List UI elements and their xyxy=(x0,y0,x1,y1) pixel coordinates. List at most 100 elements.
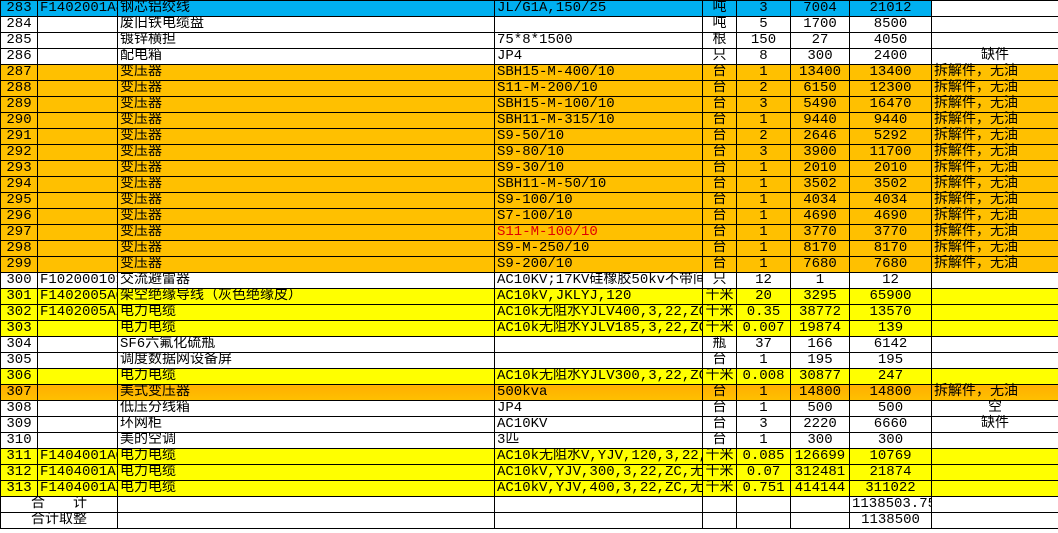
amount-cell[interactable]: 4050 xyxy=(849,32,932,49)
amount-cell[interactable]: 13570 xyxy=(849,304,932,321)
quantity-cell[interactable]: 2 xyxy=(736,80,791,97)
item-name-cell[interactable]: SF6六氟化硫瓶 xyxy=(117,336,495,353)
amount-cell[interactable]: 311022 xyxy=(849,480,932,497)
note-cell[interactable] xyxy=(931,432,1058,449)
amount-cell[interactable]: 2400 xyxy=(849,48,932,65)
unit-cell[interactable]: 千米 xyxy=(702,464,737,481)
empty-cell[interactable] xyxy=(736,512,791,529)
spec-cell[interactable] xyxy=(494,336,703,353)
item-code-cell[interactable]: F1404001AX xyxy=(37,480,118,497)
item-name-cell[interactable]: 电力电缆 xyxy=(117,464,495,481)
unit-price-cell[interactable]: 19874 xyxy=(790,320,850,337)
quantity-cell[interactable]: 0.007 xyxy=(736,320,791,337)
unit-price-cell[interactable]: 312481 xyxy=(790,464,850,481)
note-cell[interactable] xyxy=(931,368,1058,385)
row-number-cell[interactable]: 308 xyxy=(0,400,38,417)
spec-cell[interactable]: AC10kV,YJV,300,3,22,ZC,无阻水 xyxy=(494,464,703,481)
unit-price-cell[interactable]: 6150 xyxy=(790,80,850,97)
note-cell[interactable] xyxy=(931,320,1058,337)
unit-price-cell[interactable]: 414144 xyxy=(790,480,850,497)
empty-cell[interactable] xyxy=(117,512,495,529)
amount-cell[interactable]: 6142 xyxy=(849,336,932,353)
note-cell[interactable]: 空 xyxy=(931,400,1058,417)
unit-cell[interactable]: 千米 xyxy=(702,480,737,497)
amount-cell[interactable]: 8500 xyxy=(849,16,932,33)
spec-cell[interactable]: AC10KV;17KV硅橡胶50kv不带间隙 xyxy=(494,272,703,289)
row-number-cell[interactable]: 287 xyxy=(0,64,38,81)
empty-cell[interactable] xyxy=(702,512,737,529)
unit-cell[interactable]: 只 xyxy=(702,48,737,65)
row-number-cell[interactable]: 300 xyxy=(0,272,38,289)
note-cell[interactable] xyxy=(931,288,1058,305)
item-code-cell[interactable] xyxy=(37,432,118,449)
item-name-cell[interactable]: 变压器 xyxy=(117,208,495,225)
item-code-cell[interactable] xyxy=(37,416,118,433)
row-number-cell[interactable]: 295 xyxy=(0,192,38,209)
item-code-cell[interactable]: F1402005A0 xyxy=(37,288,118,305)
unit-price-cell[interactable]: 300 xyxy=(790,432,850,449)
item-name-cell[interactable]: 电力电缆 xyxy=(117,448,495,465)
unit-cell[interactable]: 台 xyxy=(702,80,737,97)
item-code-cell[interactable] xyxy=(37,192,118,209)
row-number-cell[interactable]: 298 xyxy=(0,240,38,257)
spec-cell[interactable]: S9-100/10 xyxy=(494,192,703,209)
unit-cell[interactable]: 台 xyxy=(702,192,737,209)
note-cell[interactable]: 缺件 xyxy=(931,416,1058,433)
item-name-cell[interactable]: 变压器 xyxy=(117,80,495,97)
spec-cell[interactable]: SBH11-M-315/10 xyxy=(494,112,703,129)
spec-cell[interactable]: AC10kV,JKLYJ,120 xyxy=(494,288,703,305)
total-amount[interactable]: 1138500 xyxy=(849,512,932,529)
unit-price-cell[interactable]: 126699 xyxy=(790,448,850,465)
item-code-cell[interactable] xyxy=(37,208,118,225)
row-number-cell[interactable]: 310 xyxy=(0,432,38,449)
item-code-cell[interactable] xyxy=(37,80,118,97)
item-name-cell[interactable]: 美式变压器 xyxy=(117,384,495,401)
quantity-cell[interactable]: 2 xyxy=(736,128,791,145)
empty-cell[interactable] xyxy=(494,496,703,513)
row-number-cell[interactable]: 312 xyxy=(0,464,38,481)
spec-cell[interactable]: AC10KV xyxy=(494,416,703,433)
amount-cell[interactable]: 10769 xyxy=(849,448,932,465)
amount-cell[interactable]: 4034 xyxy=(849,192,932,209)
item-name-cell[interactable]: 变压器 xyxy=(117,224,495,241)
quantity-cell[interactable]: 1 xyxy=(736,432,791,449)
quantity-cell[interactable]: 1 xyxy=(736,160,791,177)
quantity-cell[interactable]: 8 xyxy=(736,48,791,65)
row-number-cell[interactable]: 306 xyxy=(0,368,38,385)
row-number-cell[interactable]: 313 xyxy=(0,480,38,497)
item-name-cell[interactable]: 美的空调 xyxy=(117,432,495,449)
item-code-cell[interactable] xyxy=(37,96,118,113)
row-number-cell[interactable]: 286 xyxy=(0,48,38,65)
quantity-cell[interactable]: 1 xyxy=(736,400,791,417)
spec-cell[interactable]: 75*8*1500 xyxy=(494,32,703,49)
item-name-cell[interactable]: 配电箱 xyxy=(117,48,495,65)
note-cell[interactable]: 拆解件，无油 xyxy=(931,176,1058,193)
spec-cell[interactable]: S9-M-250/10 xyxy=(494,240,703,257)
empty-cell[interactable] xyxy=(790,496,850,513)
amount-cell[interactable]: 12300 xyxy=(849,80,932,97)
note-cell[interactable]: 拆解件，无油 xyxy=(931,112,1058,129)
item-code-cell[interactable] xyxy=(37,224,118,241)
item-name-cell[interactable]: 变压器 xyxy=(117,240,495,257)
empty-cell[interactable] xyxy=(790,512,850,529)
unit-cell[interactable]: 台 xyxy=(702,144,737,161)
unit-price-cell[interactable]: 38772 xyxy=(790,304,850,321)
item-code-cell[interactable]: F1402001A8 xyxy=(37,0,118,17)
row-number-cell[interactable]: 294 xyxy=(0,176,38,193)
amount-cell[interactable]: 6660 xyxy=(849,416,932,433)
unit-cell[interactable]: 台 xyxy=(702,256,737,273)
amount-cell[interactable]: 7680 xyxy=(849,256,932,273)
unit-cell[interactable]: 千米 xyxy=(702,320,737,337)
item-name-cell[interactable]: 废旧铁电缆盘 xyxy=(117,16,495,33)
spec-cell[interactable]: 500kva xyxy=(494,384,703,401)
note-cell[interactable] xyxy=(931,0,1058,17)
row-number-cell[interactable]: 301 xyxy=(0,288,38,305)
note-cell[interactable]: 拆解件，无油 xyxy=(931,80,1058,97)
spec-cell[interactable]: S9-50/10 xyxy=(494,128,703,145)
item-name-cell[interactable]: 调度数据网设备屏 xyxy=(117,352,495,369)
quantity-cell[interactable]: 0.07 xyxy=(736,464,791,481)
amount-cell[interactable]: 4690 xyxy=(849,208,932,225)
item-name-cell[interactable]: 变压器 xyxy=(117,112,495,129)
quantity-cell[interactable]: 1 xyxy=(736,352,791,369)
unit-price-cell[interactable]: 4690 xyxy=(790,208,850,225)
